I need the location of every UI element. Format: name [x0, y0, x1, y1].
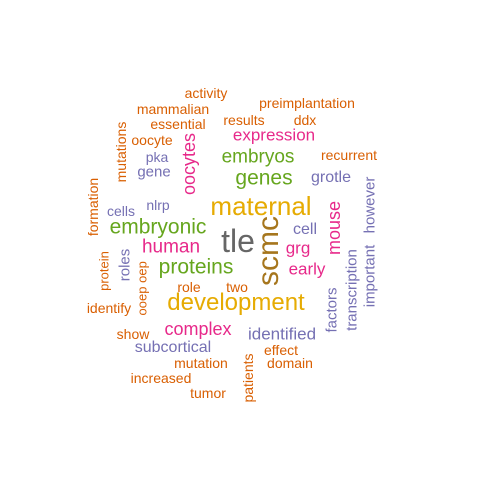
word-oocytes: oocytes: [179, 132, 199, 196]
word-ddx: ddx: [293, 112, 317, 128]
word-cells: cells: [106, 203, 136, 219]
word-cell: cell: [292, 221, 318, 238]
word-factors: factors: [323, 287, 341, 333]
word-grg: grg: [285, 238, 311, 258]
word-grotle: grotle: [310, 169, 352, 186]
word-identify: identify: [86, 300, 132, 316]
word-mammalian: mammalian: [136, 101, 210, 117]
word-results: results: [223, 112, 265, 128]
word-proteins: proteins: [158, 255, 234, 279]
word-increased: increased: [130, 370, 192, 386]
word-essential: essential: [150, 116, 206, 132]
word-subcortical: subcortical: [134, 339, 212, 356]
word-mouse: mouse: [324, 200, 344, 256]
word-embryos: embryos: [221, 146, 295, 168]
word-tumor: tumor: [190, 385, 226, 401]
word-effect: effect: [264, 342, 298, 358]
word-formation: formation: [85, 177, 101, 237]
word-important: important: [361, 244, 379, 308]
word-early: early: [288, 259, 326, 279]
word-patients: patients: [240, 353, 256, 403]
word-scmc: scmc: [252, 216, 285, 286]
word-ooep: ooep: [134, 286, 150, 316]
word-gene: gene: [137, 163, 171, 181]
word-recurrent: recurrent: [320, 147, 378, 163]
word-development: development: [167, 289, 305, 316]
word-complex: complex: [164, 319, 232, 339]
word-identified: identified: [247, 324, 317, 344]
word-mutations: mutations: [113, 121, 129, 183]
word-preimplantation: preimplantation: [259, 95, 355, 111]
word-embryonic: embryonic: [109, 215, 207, 239]
word-protein: protein: [96, 251, 112, 291]
word-expression: expression: [232, 125, 316, 145]
word-nlrp: nlrp: [146, 197, 170, 213]
word-however: however: [361, 176, 379, 234]
word-roles: roles: [116, 248, 134, 282]
word-oocyte: oocyte: [131, 132, 173, 148]
word-tle: tle: [221, 223, 255, 259]
word-maternal: maternal: [210, 191, 312, 221]
word-transcription: transcription: [343, 249, 361, 331]
word-two: two: [226, 279, 248, 295]
word-show: show: [116, 326, 150, 342]
word-domain: domain: [267, 355, 313, 371]
word-mutation: mutation: [174, 355, 228, 371]
word-activity: activity: [184, 85, 228, 101]
word-oep: oep: [134, 261, 150, 283]
word-role: role: [177, 279, 201, 295]
word-genes: genes: [235, 166, 293, 190]
word-human: human: [141, 236, 201, 258]
word-pka: pka: [145, 149, 169, 165]
